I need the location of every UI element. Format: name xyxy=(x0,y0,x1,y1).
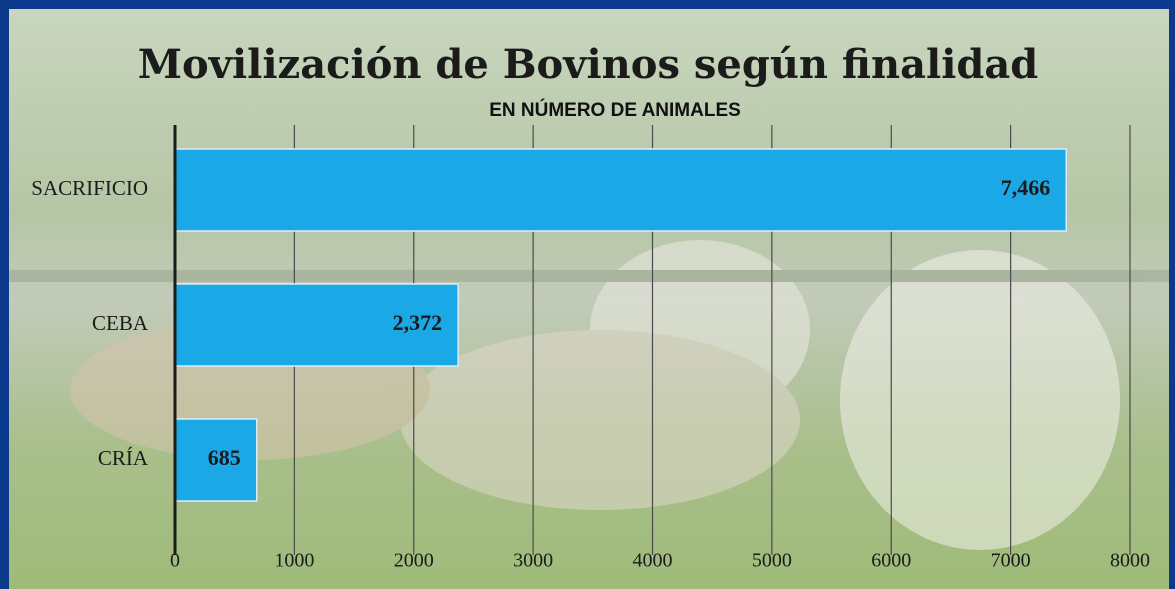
bar xyxy=(175,149,1066,231)
x-tick-label: 6000 xyxy=(871,550,911,572)
x-tick-label: 4000 xyxy=(633,550,673,572)
cow-shape xyxy=(400,330,800,510)
value-label: 2,372 xyxy=(393,310,443,335)
x-tick-label: 7000 xyxy=(991,550,1031,572)
x-tick-label: 8000 xyxy=(1110,550,1150,572)
value-label: 685 xyxy=(208,445,241,470)
category-label: SACRIFICIO xyxy=(31,176,148,200)
fence xyxy=(9,270,1169,282)
cow-shape xyxy=(840,250,1120,550)
category-label: CEBA xyxy=(92,311,149,335)
chart: Movilización de Bovinos según finalidad … xyxy=(0,0,1175,589)
x-tick-label: 5000 xyxy=(752,550,792,572)
x-tick-label: 3000 xyxy=(513,550,553,572)
x-tick-label: 2000 xyxy=(394,550,434,572)
category-label: CRÍA xyxy=(98,446,149,470)
chart-title: Movilización de Bovinos según finalidad xyxy=(138,41,1039,88)
x-tick-label: 1000 xyxy=(274,550,314,572)
value-label: 7,466 xyxy=(1001,175,1051,200)
chart-subtitle: EN NÚMERO DE ANIMALES xyxy=(489,99,741,121)
page: {"chart_data": {"type": "bar", "orientat… xyxy=(0,0,1175,589)
